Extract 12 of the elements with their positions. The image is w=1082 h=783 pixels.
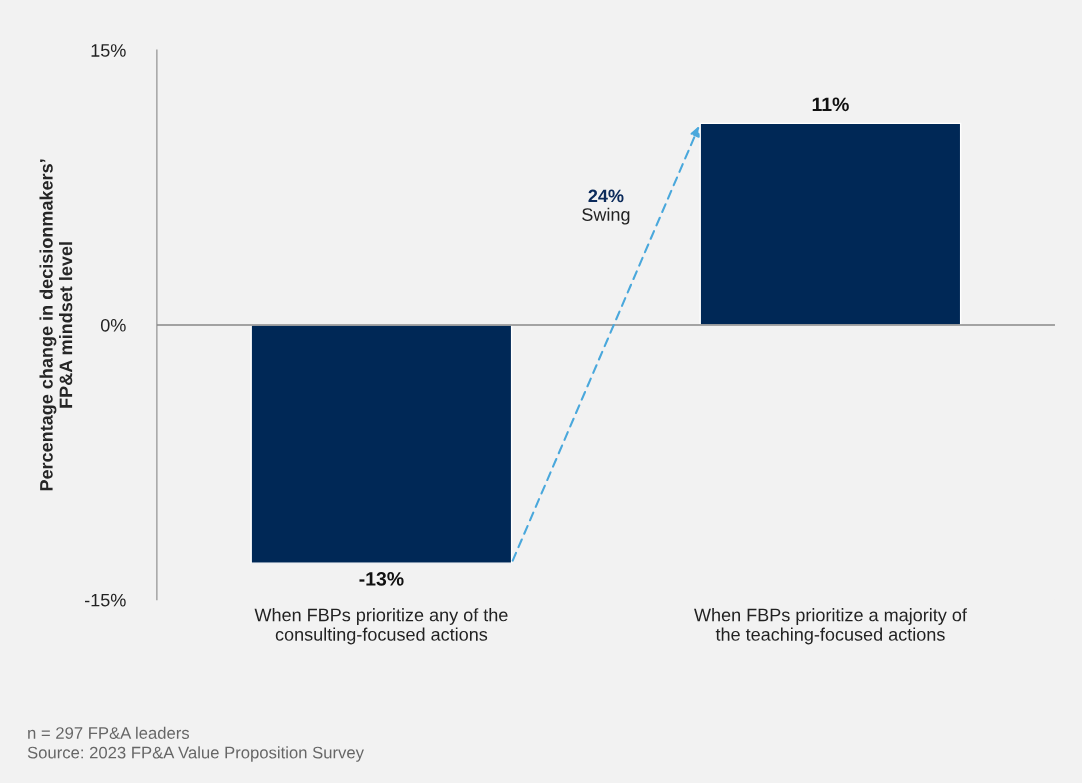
text: n = 297 FP&A leaders	[28, 726, 190, 739]
data-label: 11%	[812, 97, 849, 112]
source-note: Source: 2023 FP&A Value Proposition Survey	[27, 746, 364, 762]
y-tick-label: 15%	[91, 44, 126, 57]
y-tick-label: 0%	[100, 318, 126, 332]
data-label: -13%	[359, 571, 404, 586]
x-tick-label: When FBPs prioritize a majority of the teaching-focused actions	[694, 608, 967, 645]
y-axis-title: Percentage change in decisionmakers’ FP&A mindset level	[39, 159, 73, 491]
x-tick-label: When FBPs prioritize any of the consulting-focused actions	[254, 608, 508, 645]
annotation: 24%	[588, 189, 624, 203]
annotation: Swing	[582, 207, 630, 225]
y-tick-label: -15%	[84, 593, 126, 607]
